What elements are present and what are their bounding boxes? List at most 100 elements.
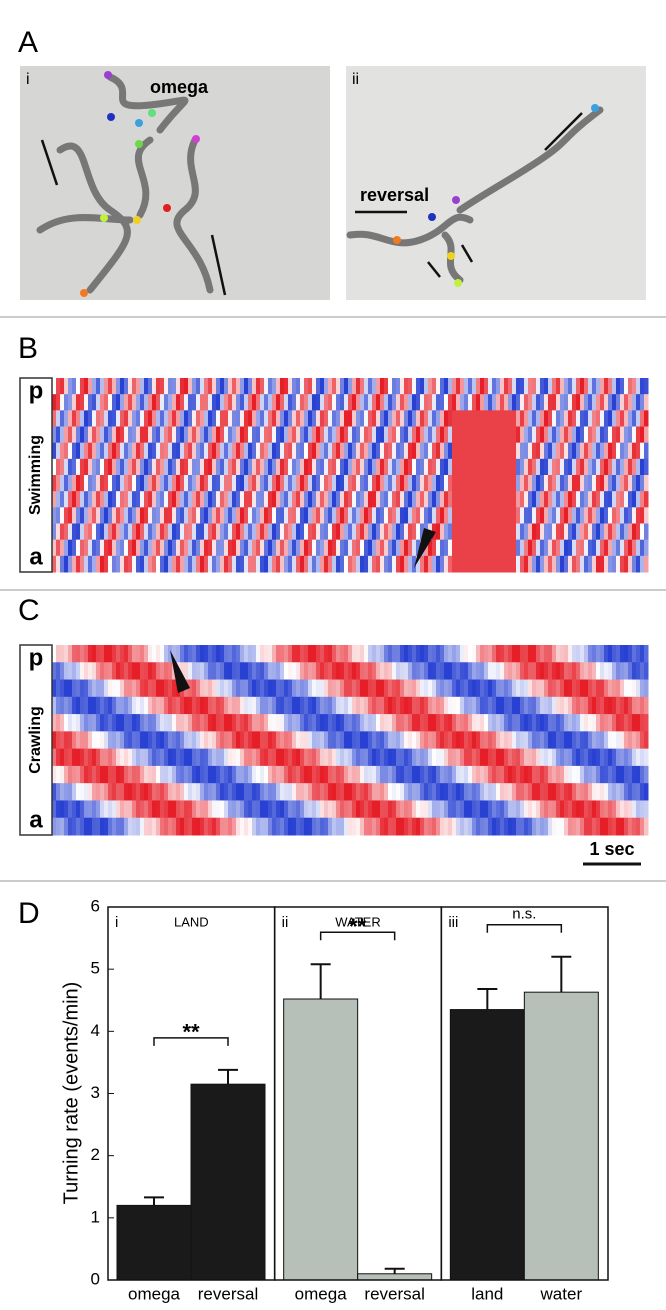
heat-cell <box>516 378 521 395</box>
heat-cell <box>432 749 437 767</box>
heat-cell <box>516 783 521 801</box>
heat-cell <box>640 475 645 492</box>
heat-cell <box>292 410 297 427</box>
heat-cell <box>604 459 609 476</box>
heat-cell <box>256 556 261 573</box>
heat-cell <box>104 443 109 460</box>
heat-cell <box>88 800 93 818</box>
heat-cell <box>108 443 113 460</box>
heat-cell <box>160 731 165 749</box>
heat-cell <box>624 475 629 492</box>
heat-cell <box>172 800 177 818</box>
heat-cell <box>576 491 581 508</box>
heat-cell <box>352 818 357 836</box>
heat-cell <box>384 410 389 427</box>
heat-cell <box>284 680 289 698</box>
heat-cell <box>524 680 529 698</box>
heat-cell <box>396 524 401 541</box>
heat-cell <box>340 524 345 541</box>
heat-cell <box>420 800 425 818</box>
heat-cell <box>600 443 605 460</box>
heat-cell <box>496 731 501 749</box>
heat-cell <box>472 410 477 427</box>
heat-cell <box>600 731 605 749</box>
heat-cell <box>632 800 637 818</box>
heat-cell <box>308 475 313 492</box>
heat-cell <box>148 507 153 524</box>
heat-cell <box>152 524 157 541</box>
heat-cell <box>228 818 233 836</box>
heat-cell <box>64 507 69 524</box>
heat-cell <box>144 491 149 508</box>
heat-cell <box>580 800 585 818</box>
heat-cell <box>404 394 409 411</box>
heat-cell <box>424 491 429 508</box>
heat-cell <box>96 731 101 749</box>
heat-cell <box>216 731 221 749</box>
heat-cell <box>576 783 581 801</box>
heat-cell <box>264 410 269 427</box>
heat-cell <box>120 818 125 836</box>
heat-cell <box>140 378 145 395</box>
heat-cell <box>180 524 185 541</box>
heat-cell <box>564 394 569 411</box>
heat-cell <box>328 697 333 715</box>
heat-cell <box>164 680 169 698</box>
heat-cell <box>120 378 125 395</box>
heat-cell <box>360 662 365 680</box>
heat-cell <box>360 524 365 541</box>
heat-cell <box>88 714 93 732</box>
heat-cell <box>556 443 561 460</box>
heat-cell <box>392 443 397 460</box>
x-tick-label: water <box>540 1284 583 1303</box>
heat-cell <box>300 731 305 749</box>
heat-cell <box>644 818 649 836</box>
heat-cell <box>508 645 513 663</box>
heat-cell <box>552 714 557 732</box>
heat-cell <box>368 427 373 444</box>
heat-cell <box>304 714 309 732</box>
heat-cell <box>464 731 469 749</box>
heat-cell <box>92 697 97 715</box>
heat-cell <box>108 475 113 492</box>
heat-cell <box>136 410 141 427</box>
heat-cell <box>524 459 529 476</box>
heat-cell <box>156 524 161 541</box>
heat-cell <box>144 714 149 732</box>
heat-cell <box>104 680 109 698</box>
significance-bracket <box>487 925 561 933</box>
heat-cell <box>124 475 129 492</box>
heat-cell <box>572 475 577 492</box>
heat-cell <box>392 540 397 557</box>
heat-cell <box>456 540 461 557</box>
heat-cell <box>120 394 125 411</box>
heat-cell <box>480 378 485 395</box>
heat-cell <box>436 427 441 444</box>
heat-cell <box>184 394 189 411</box>
heat-cell <box>284 394 289 411</box>
heat-cell <box>404 459 409 476</box>
heat-cell <box>160 749 165 767</box>
heat-cell <box>108 540 113 557</box>
heat-cell <box>400 680 405 698</box>
heat-cell <box>160 766 165 784</box>
heat-cell <box>348 491 353 508</box>
heat-cell <box>416 662 421 680</box>
heat-cell <box>472 783 477 801</box>
heat-cell <box>156 731 161 749</box>
heat-cell <box>124 714 129 732</box>
heat-cell <box>444 475 449 492</box>
heat-cell <box>356 443 361 460</box>
heat-cell <box>488 459 493 476</box>
heat-cell <box>272 524 277 541</box>
heat-cell <box>92 680 97 698</box>
heat-cell <box>416 507 421 524</box>
heat-cell <box>444 731 449 749</box>
heat-cell <box>496 749 501 767</box>
heat-cell <box>192 491 197 508</box>
heat-cell <box>432 645 437 663</box>
heat-cell <box>508 749 513 767</box>
heat-cell <box>452 800 457 818</box>
heat-cell <box>368 394 373 411</box>
heat-cell <box>204 783 209 801</box>
